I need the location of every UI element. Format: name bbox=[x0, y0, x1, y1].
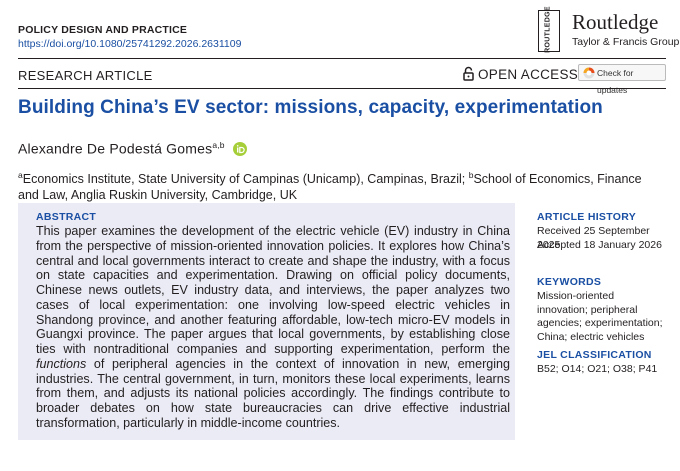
logo-mark: ROUTLEDGE bbox=[544, 6, 552, 53]
abstract-label: ABSTRACT bbox=[36, 211, 97, 223]
logo-box bbox=[538, 10, 560, 52]
affiliation: School of Economics, Finance and Law, An… bbox=[18, 172, 642, 203]
rule bbox=[18, 58, 666, 59]
logo-subtitle: Taylor & Francis Group bbox=[572, 36, 680, 48]
check-updates-button[interactable]: Check for updates bbox=[578, 64, 666, 95]
abstract-part: of peripheral agencies in the context of… bbox=[36, 356, 510, 430]
article-type: RESEARCH ARTICLE bbox=[18, 68, 153, 83]
affiliations: aEconomics Institute, State University o… bbox=[18, 167, 648, 203]
keywords: Mission-oriented innovation; peripheral … bbox=[537, 290, 663, 343]
open-access: OPEN ACCESS bbox=[478, 67, 579, 82]
abstract-box bbox=[18, 203, 515, 440]
rule bbox=[18, 88, 666, 89]
author: Alexandre De Podestá Gomesa,b bbox=[18, 140, 247, 157]
accepted: Accepted 18 January 2026 bbox=[537, 239, 662, 251]
check-updates-label: Check for updates bbox=[597, 68, 634, 95]
check-icon bbox=[583, 67, 595, 79]
abstract-text: This paper examines the development of t… bbox=[36, 224, 510, 431]
doi-link[interactable]: https://doi.org/10.1080/25741292.2026.26… bbox=[18, 38, 242, 50]
jel-codes: B52; O14; O21; O38; P41 bbox=[537, 363, 658, 375]
aff-marker: b bbox=[468, 170, 474, 180]
orcid-icon bbox=[232, 141, 247, 156]
abstract-emphasis: functions bbox=[36, 356, 87, 371]
lock-icon bbox=[463, 66, 474, 81]
article-title: Building China’s EV sector: missions, ca… bbox=[18, 97, 603, 118]
aff-marker: a bbox=[18, 170, 23, 180]
author-name: Alexandre De Podestá Gomes bbox=[18, 140, 213, 157]
logo-name: Routledge bbox=[572, 10, 659, 34]
affiliation: Economics Institute, State University of… bbox=[22, 172, 469, 187]
journal-name: POLICY DESIGN AND PRACTICE bbox=[18, 24, 188, 36]
jel-label: JEL CLASSIFICATION bbox=[537, 349, 652, 361]
received: Received 25 September 2025 bbox=[537, 225, 650, 251]
abstract-part: This paper examines the development of t… bbox=[36, 224, 510, 356]
author-markers: a,b bbox=[212, 140, 225, 150]
history-label: ARTICLE HISTORY bbox=[537, 211, 637, 223]
keywords-label: KEYWORDS bbox=[537, 276, 602, 288]
